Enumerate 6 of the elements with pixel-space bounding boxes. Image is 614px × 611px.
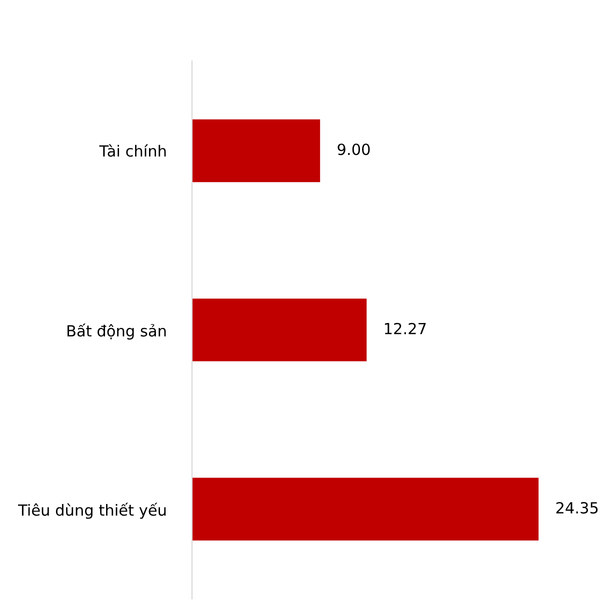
data-label: 9.00 [338,144,370,156]
data-label: 24.35 [556,502,598,514]
data-label: 12.27 [384,322,426,334]
y-tick-label: Tiêu dùng thiết yếu [18,502,166,519]
y-tick-label: Tài chính [99,144,166,157]
y-tick-label: Bất động sản [68,323,166,340]
